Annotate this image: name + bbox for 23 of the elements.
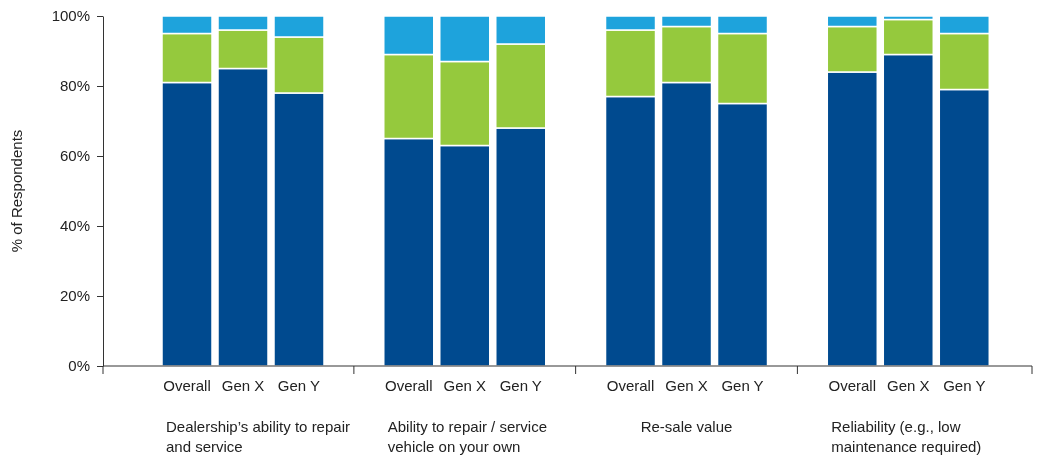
x-tick-label: Overall <box>163 377 211 394</box>
x-tick-label: Gen Y <box>943 377 986 394</box>
x-tick-label: Overall <box>606 377 655 394</box>
x-tick-label: Gen Y <box>499 377 542 394</box>
x-tick-label: Gen X <box>887 377 930 394</box>
y-tick-label: 40% <box>59 217 90 235</box>
y-tick-label: 20% <box>59 287 90 305</box>
y-tick-label: 100% <box>51 7 90 25</box>
y-axis-title: % of Respondents <box>8 129 25 253</box>
x-tick-label: Gen Y <box>277 377 321 394</box>
x-tick-label: Gen Y <box>721 377 764 394</box>
text: Re-sale value <box>640 418 733 435</box>
text: Ability to repair / service vehicle on your own <box>387 418 547 456</box>
x-tick-label: Gen X <box>443 377 487 394</box>
x-tick-label: Gen X <box>665 377 708 394</box>
x-tick-label: Overall <box>385 377 433 394</box>
y-tick-label: 60% <box>59 147 90 165</box>
y-tick-label: 80% <box>59 77 90 95</box>
y-tick-label: 0% <box>68 357 90 375</box>
text: Dealership’s ability to repair and service <box>166 418 350 456</box>
x-tick-label: Gen X <box>221 377 265 394</box>
text: Reliability (e.g., low maintenance required) <box>831 418 982 456</box>
x-tick-label: Overall <box>828 377 877 394</box>
